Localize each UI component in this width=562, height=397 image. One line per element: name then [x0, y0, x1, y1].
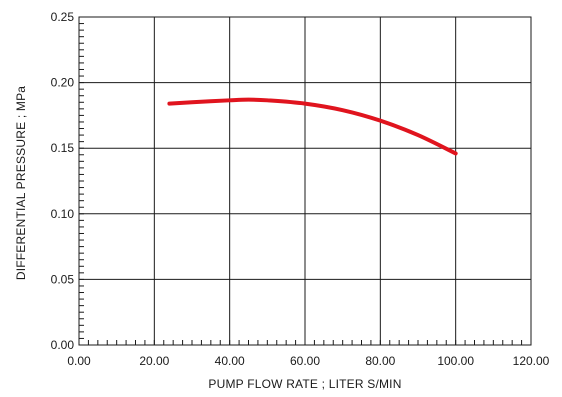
y-axis-title: DIFFERENTIAL PRESSURE ; MPa	[14, 86, 28, 280]
minor-ticks	[79, 23, 523, 345]
y-tick-label: 0.00	[51, 338, 75, 352]
x-tick-label: 0.00	[67, 354, 91, 368]
x-tick-label: 40.00	[215, 354, 245, 368]
y-tick-label: 0.20	[51, 76, 75, 90]
y-tick-label: 0.05	[51, 272, 75, 286]
plot-area-frame	[78, 16, 532, 346]
x-axis-title: PUMP FLOW RATE ; LITER S/MIN	[208, 377, 401, 391]
series-line-0	[167, 97, 458, 156]
x-tick-label: 80.00	[365, 354, 395, 368]
y-tick-label: 0.10	[51, 207, 75, 221]
x-tick-label: 120.00	[513, 354, 550, 368]
grid	[79, 17, 531, 345]
x-tick-label: 60.00	[290, 354, 320, 368]
y-tick-labels: 0.00 0.05 0.10 0.15 0.20 0.25	[51, 10, 75, 352]
x-tick-labels: 0.00 20.00 40.00 60.00 80.00 100.00 120.00	[67, 354, 549, 368]
x-tick-label: 20.00	[139, 354, 169, 368]
x-tick-label: 100.00	[437, 354, 474, 368]
y-tick-label: 0.15	[51, 141, 75, 155]
series-layer	[167, 97, 458, 156]
y-tick-label: 0.25	[51, 10, 75, 24]
